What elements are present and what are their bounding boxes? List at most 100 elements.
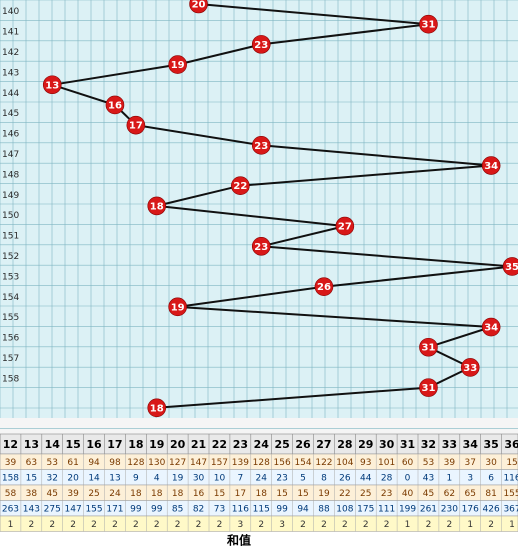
footer-cell: 261	[420, 505, 437, 515]
footer-cell: 2	[154, 520, 160, 530]
footer-cell: 99	[276, 505, 288, 515]
footer-cell: 24	[256, 474, 268, 484]
footer-cell: 82	[193, 505, 204, 515]
footer-cell: 10	[214, 474, 226, 484]
period-label: 157	[2, 354, 19, 364]
footer-cell: 175	[357, 505, 374, 515]
footer-cell: 45	[423, 489, 434, 499]
footer-cell: 63	[26, 458, 37, 468]
sum-ball: 19	[168, 297, 187, 317]
footer-cell: 44	[360, 474, 372, 484]
footer-cell: 39	[444, 458, 456, 468]
footer-cell: 16	[193, 489, 205, 499]
period-label: 141	[2, 28, 19, 38]
footer-cell: 2	[363, 520, 369, 530]
sum-ball-label: 19	[171, 60, 185, 71]
sum-ball-label: 13	[45, 80, 59, 91]
footer-cell: 53	[47, 458, 58, 468]
footer-cell: 22	[339, 489, 350, 499]
footer-cell: 154	[294, 458, 311, 468]
period-label: 151	[2, 232, 19, 242]
sum-ball-label: 34	[484, 161, 498, 172]
header-number: 14	[45, 438, 61, 451]
footer-cell: 39	[67, 489, 79, 499]
sum-ball: 22	[231, 176, 250, 196]
footer-cell: 263	[2, 505, 19, 515]
footer-cell: 73	[214, 505, 225, 515]
footer-cell: 1	[467, 520, 473, 530]
header-number: 24	[254, 438, 270, 451]
footer-cell: 1	[509, 520, 515, 530]
header-number: 29	[358, 438, 373, 451]
footer-cell: 2	[384, 520, 390, 530]
header-number: 30	[379, 438, 395, 451]
footer-cell: 2	[91, 520, 97, 530]
footer-cell: 85	[172, 505, 183, 515]
header-number: 15	[65, 438, 80, 451]
footer-cell: 199	[399, 505, 416, 515]
header-number: 36	[504, 438, 518, 451]
sum-ball: 16	[105, 95, 125, 115]
footer-cell: 53	[423, 458, 434, 468]
footer-cell: 93	[360, 458, 371, 468]
period-label: 150	[2, 211, 19, 221]
footer-cell: 0	[405, 474, 411, 484]
footer-cell: 60	[402, 458, 414, 468]
footer-cell: 108	[336, 505, 353, 515]
header-number: 31	[400, 438, 415, 451]
footer-cell: 5	[300, 474, 306, 484]
footer-cell: 426	[483, 505, 500, 515]
footer-cell: 230	[441, 505, 458, 515]
footer-cell: 15	[297, 489, 308, 499]
sum-ball: 17	[126, 115, 146, 135]
sum-ball-label: 20	[192, 0, 206, 11]
footer-cell: 8	[321, 474, 327, 484]
footer-cell: 32	[47, 474, 58, 484]
sum-ball: 18	[147, 196, 167, 216]
header-number: 26	[295, 438, 311, 451]
header-number: 23	[233, 438, 248, 451]
footer-cell: 127	[169, 458, 186, 468]
header-number: 32	[421, 438, 436, 451]
period-label: 143	[2, 68, 19, 78]
footer-cell: 17	[235, 489, 246, 499]
header-number: 33	[442, 438, 457, 451]
period-label: 145	[2, 109, 19, 119]
sum-ball: 23	[251, 236, 271, 256]
footer-cell: 58	[5, 489, 17, 499]
footer-cell: 23	[276, 474, 287, 484]
footer-cell: 61	[67, 458, 78, 468]
footer-cell: 2	[258, 520, 264, 530]
header-number: 34	[463, 438, 479, 451]
footer-cell: 19	[172, 474, 184, 484]
period-label: 146	[2, 130, 19, 140]
footer-cell: 18	[130, 489, 142, 499]
sum-ball-label: 22	[233, 181, 247, 192]
footer-cell: 88	[318, 505, 330, 515]
footer-cell: 43	[423, 474, 434, 484]
footer-cell: 2	[28, 520, 34, 530]
footer-cell: 14	[88, 474, 100, 484]
footer-cell: 15	[26, 474, 37, 484]
sum-ball: 31	[419, 378, 438, 397]
sum-ball: 19	[168, 55, 187, 74]
footer-cell: 37	[465, 458, 476, 468]
footer-cell: 116	[503, 474, 518, 484]
footer-cell: 275	[44, 505, 61, 515]
sum-ball-label: 18	[150, 403, 164, 414]
footer-cell: 1	[446, 474, 452, 484]
footer-cell: 65	[465, 489, 476, 499]
header-number: 16	[86, 438, 102, 451]
header-number: 28	[337, 438, 352, 451]
footer-cell: 2	[133, 520, 139, 530]
footer-cell: 25	[360, 489, 371, 499]
footer-cell: 3	[467, 474, 473, 484]
footer-cell: 158	[2, 474, 19, 484]
footer-cell: 2	[342, 520, 348, 530]
sum-ball-label: 17	[129, 121, 143, 132]
footer-cell: 20	[67, 474, 79, 484]
header-number: 12	[3, 438, 18, 451]
footer-cell: 155	[503, 489, 518, 499]
footer-cell: 128	[253, 458, 270, 468]
header-number: 22	[212, 438, 227, 451]
